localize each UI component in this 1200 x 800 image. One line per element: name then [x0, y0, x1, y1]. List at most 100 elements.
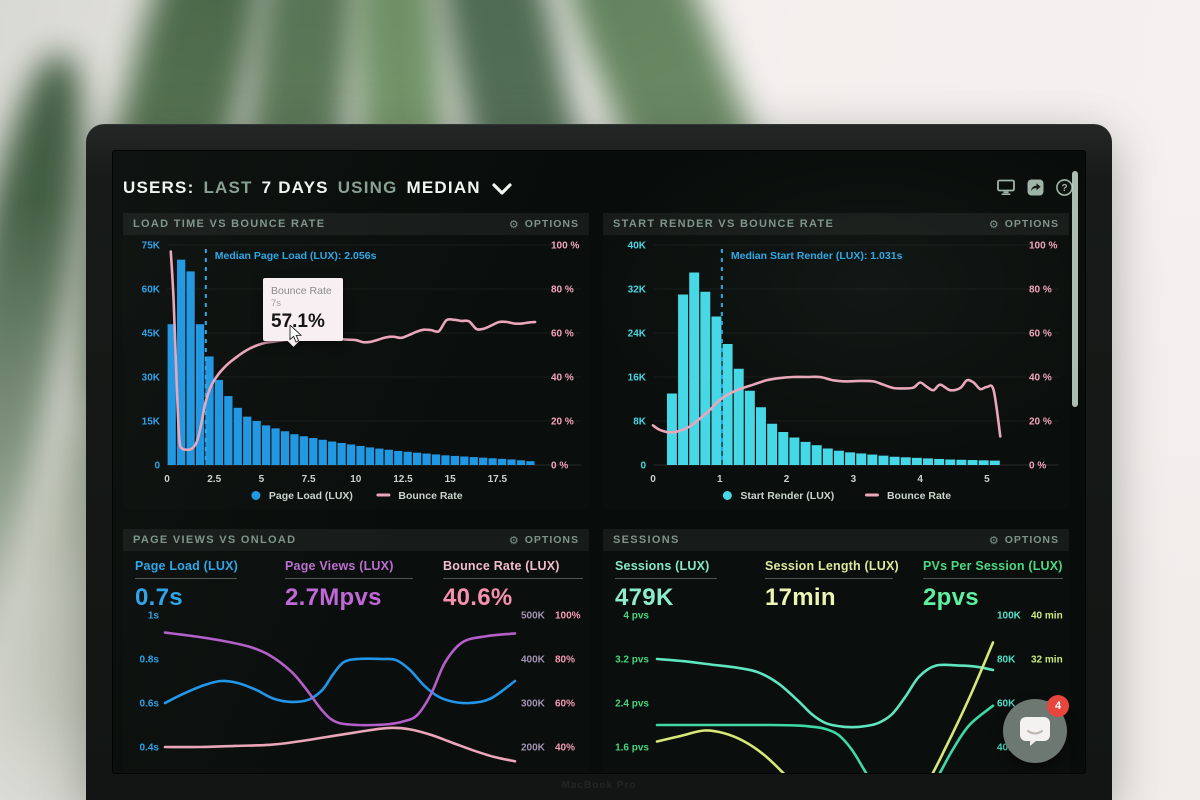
- panel-title: PAGE VIEWS VS ONLOAD: [133, 534, 297, 546]
- options-button[interactable]: ⚙ OPTIONS: [509, 534, 579, 546]
- svg-text:5: 5: [984, 474, 990, 485]
- svg-text:17.5: 17.5: [488, 474, 508, 485]
- metrics-row: Page Load (LUX) 0.7s Page Views (LUX) 2.…: [123, 551, 589, 611]
- metrics-row: Sessions (LUX) 479K Session Length (LUX)…: [603, 551, 1069, 611]
- svg-text:8K: 8K: [633, 417, 647, 428]
- svg-text:15: 15: [445, 474, 457, 485]
- metric-session-length: Session Length (LUX) 17min: [765, 559, 899, 612]
- svg-text:60%: 60%: [555, 699, 575, 710]
- svg-text:24K: 24K: [628, 329, 647, 340]
- dashboard-screen: USERS: LAST 7 DAYS USING MEDIAN: [112, 150, 1086, 774]
- svg-text:10: 10: [350, 474, 362, 485]
- notification-badge: 4: [1047, 695, 1069, 717]
- svg-text:80%: 80%: [555, 655, 575, 666]
- users-range-dropdown[interactable]: USERS: LAST 7 DAYS USING MEDIAN: [123, 175, 512, 201]
- svg-text:40%: 40%: [555, 743, 575, 754]
- svg-text:1s: 1s: [148, 611, 160, 622]
- options-button[interactable]: ⚙ OPTIONS: [509, 218, 579, 230]
- svg-text:2: 2: [784, 474, 790, 485]
- svg-text:300K: 300K: [521, 699, 546, 710]
- metric-underline: [615, 578, 717, 579]
- svg-text:?: ?: [1061, 183, 1067, 194]
- svg-text:1: 1: [717, 474, 723, 485]
- svg-text:60 %: 60 %: [551, 329, 574, 340]
- svg-text:100 %: 100 %: [551, 241, 579, 252]
- panel-header: LOAD TIME VS BOUNCE RATE ⚙ OPTIONS: [123, 213, 589, 235]
- svg-text:60 %: 60 %: [1029, 329, 1052, 340]
- svg-text:32K: 32K: [628, 285, 647, 296]
- svg-text:60K: 60K: [997, 699, 1016, 710]
- svg-text:4: 4: [917, 474, 923, 485]
- svg-text:30K: 30K: [142, 373, 161, 384]
- options-button[interactable]: ⚙ OPTIONS: [989, 218, 1059, 230]
- svg-text:0.4s: 0.4s: [140, 743, 160, 754]
- tooltip-value: 57.1%: [271, 311, 325, 332]
- gear-icon: ⚙: [508, 533, 520, 547]
- svg-text:Bounce Rate: Bounce Rate: [398, 490, 462, 502]
- sessions-chart[interactable]: 4 pvs 100K 40 min 3.2 pvs 80K 32 min 2.4 pvs 60…: [603, 607, 1069, 774]
- svg-text:2.5: 2.5: [207, 474, 221, 485]
- svg-text:Median Start Render (LUX): 1.0: Median Start Render (LUX): 1.031s: [731, 250, 903, 262]
- svg-text:40 %: 40 %: [1029, 373, 1052, 384]
- panel-header: START RENDER VS BOUNCE RATE ⚙ OPTIONS: [603, 213, 1069, 235]
- options-button[interactable]: ⚙ OPTIONS: [989, 534, 1059, 546]
- gear-icon: ⚙: [508, 217, 520, 231]
- svg-text:400K: 400K: [521, 655, 546, 666]
- metric-underline: [765, 578, 893, 579]
- svg-text:500K: 500K: [521, 611, 546, 622]
- svg-text:0.6s: 0.6s: [140, 699, 160, 710]
- panel-start-render: START RENDER VS BOUNCE RATE ⚙ OPTIONS 40…: [603, 213, 1069, 509]
- chat-widget-button[interactable]: 4: [1003, 695, 1069, 763]
- svg-text:20 %: 20 %: [551, 417, 574, 428]
- metric-value: 2.7Mpvs: [285, 584, 382, 611]
- panel-header: SESSIONS ⚙ OPTIONS: [603, 529, 1069, 551]
- metric-sessions: Sessions (LUX) 479K: [615, 559, 717, 612]
- svg-text:0.8s: 0.8s: [140, 655, 160, 666]
- svg-text:Bounce Rate: Bounce Rate: [887, 490, 951, 502]
- page-views-chart[interactable]: 1s 500K 100% 0.8s 400K 80% 0.6s 300K 60% 0.4s 200K…: [123, 607, 589, 774]
- load-time-chart[interactable]: 75K 60K 45K 30K 15K 0 100 % 80 % 60 % 40 % 20 % 0 %…: [123, 235, 589, 509]
- svg-text:Median Page Load (LUX): 2.056s: Median Page Load (LUX): 2.056s: [215, 250, 377, 262]
- svg-text:15K: 15K: [142, 417, 161, 428]
- svg-text:75K: 75K: [142, 241, 161, 252]
- options-label: OPTIONS: [1004, 534, 1059, 546]
- metric-page-views: Page Views (LUX) 2.7Mpvs: [285, 559, 413, 612]
- display-icon[interactable]: [997, 178, 1015, 196]
- title-segment: USERS:: [123, 178, 195, 197]
- laptop-brand: MacBook Pro: [561, 780, 637, 791]
- title-segment: 7 DAYS: [261, 178, 329, 197]
- metric-pvs-per-session: PVs Per Session (LUX) 2pvs: [923, 559, 1063, 612]
- scrollbar[interactable]: [1072, 171, 1078, 407]
- svg-text:100%: 100%: [555, 611, 581, 622]
- gear-icon: ⚙: [988, 533, 1000, 547]
- panel-load-time: LOAD TIME VS BOUNCE RATE ⚙ OPTIONS 75K 60…: [123, 213, 589, 509]
- metric-underline: [443, 578, 583, 579]
- svg-text:45K: 45K: [142, 329, 161, 340]
- svg-text:40 min: 40 min: [1031, 611, 1063, 622]
- svg-text:3: 3: [851, 474, 857, 485]
- svg-text:20 %: 20 %: [1029, 417, 1052, 428]
- help-icon[interactable]: ?: [1055, 178, 1073, 196]
- svg-text:40 %: 40 %: [551, 373, 574, 384]
- chat-bubble-icon: [1020, 717, 1050, 746]
- svg-text:40K: 40K: [628, 241, 647, 252]
- metric-label: Page Views (LUX): [285, 559, 394, 573]
- title-segment: MEDIAN: [406, 178, 481, 197]
- svg-text:200K: 200K: [521, 743, 546, 754]
- start-render-chart[interactable]: 40K 32K 24K 16K 8K 0 100 % 80 % 60 % 40 % 20 % 0 % M…: [603, 235, 1069, 509]
- svg-text:12.5: 12.5: [393, 474, 413, 485]
- panel-header: PAGE VIEWS VS ONLOAD ⚙ OPTIONS: [123, 529, 589, 551]
- metric-value: 479K: [615, 584, 674, 611]
- svg-text:1.6 pvs: 1.6 pvs: [615, 743, 649, 754]
- share-icon[interactable]: [1026, 178, 1044, 196]
- panel-title: SESSIONS: [613, 534, 680, 546]
- header-toolbar: ?: [997, 178, 1073, 196]
- svg-text:60K: 60K: [142, 285, 161, 296]
- svg-text:80 %: 80 %: [1029, 285, 1052, 296]
- metric-label: PVs Per Session (LUX): [923, 559, 1063, 573]
- svg-text:0 %: 0 %: [1029, 461, 1046, 472]
- chevron-down-icon: [492, 183, 512, 195]
- metric-underline: [923, 578, 1063, 579]
- svg-text:Page Load (LUX): Page Load (LUX): [269, 490, 353, 502]
- metric-value: 0.7s: [135, 584, 183, 611]
